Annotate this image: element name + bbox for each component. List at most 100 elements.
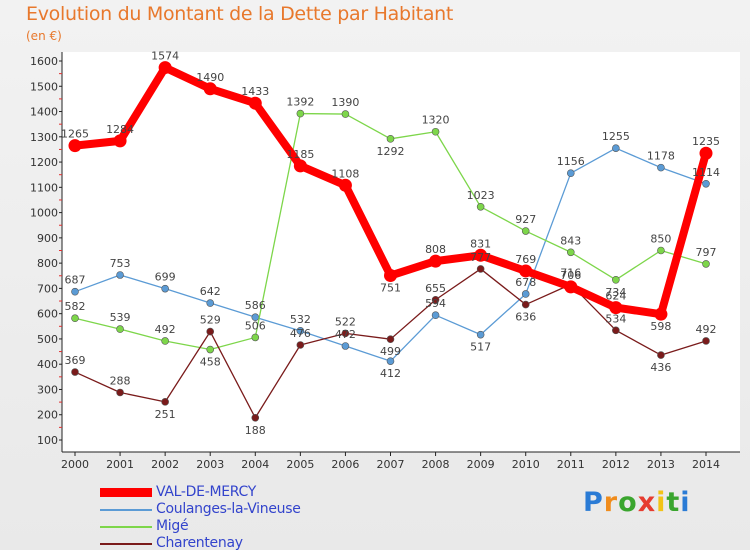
data-label: 777 <box>470 251 491 264</box>
data-point <box>296 341 305 349</box>
data-point <box>384 269 397 283</box>
data-label: 751 <box>380 282 401 295</box>
y-tick-label: 1100 <box>30 181 58 194</box>
legend-label-val-de-mercy: VAL-DE-MERCY <box>156 484 256 500</box>
data-point <box>476 330 485 339</box>
y-tick-label: 400 <box>37 358 58 371</box>
data-point <box>296 109 305 118</box>
data-label: 288 <box>110 374 131 387</box>
data-point <box>71 287 79 296</box>
data-point <box>566 169 575 177</box>
data-label: 1265 <box>61 128 89 141</box>
data-label: 1255 <box>602 130 630 143</box>
x-tick-label: 2009 <box>467 458 495 471</box>
y-tick-label: 800 <box>37 257 58 270</box>
data-point <box>474 248 488 262</box>
data-point <box>431 295 440 304</box>
data-point <box>657 163 665 172</box>
data-point <box>609 301 623 315</box>
data-label: 808 <box>425 243 446 256</box>
data-label: 699 <box>155 271 176 284</box>
proxiti-logo: Proxiti <box>583 487 691 518</box>
data-point <box>431 311 440 319</box>
y-tick-label: 300 <box>37 383 58 396</box>
y-tick-label: 1400 <box>30 106 58 119</box>
data-point <box>71 314 79 323</box>
data-label: 586 <box>245 299 266 312</box>
logo-letter: r <box>603 487 619 518</box>
data-label: 534 <box>605 312 626 325</box>
data-point <box>657 351 665 359</box>
data-point <box>429 254 443 268</box>
data-point <box>113 134 127 148</box>
data-label: 517 <box>470 341 491 354</box>
legend-label-charentenay: Charentenay <box>156 535 243 551</box>
data-point <box>702 337 710 345</box>
data-point <box>161 398 169 406</box>
x-tick-label: 2013 <box>647 458 675 471</box>
data-label: 678 <box>515 276 536 289</box>
data-label: 624 <box>605 290 626 303</box>
data-point <box>386 357 395 365</box>
data-point <box>431 127 440 136</box>
x-tick-label: 2000 <box>61 458 89 471</box>
data-label: 734 <box>605 286 626 299</box>
data-point <box>386 135 395 143</box>
data-point <box>341 329 350 338</box>
data-point <box>476 265 485 273</box>
data-label: 582 <box>65 300 86 313</box>
data-label: 539 <box>110 311 131 324</box>
data-label: 251 <box>155 408 176 421</box>
logo-letter: i <box>656 487 667 518</box>
data-point <box>702 179 710 188</box>
logo-letter: o <box>618 487 638 518</box>
data-point <box>519 264 533 278</box>
data-point <box>203 82 217 96</box>
data-point <box>476 202 485 211</box>
data-point <box>657 246 665 255</box>
data-label: 1574 <box>151 50 179 63</box>
data-label: 1023 <box>467 189 495 202</box>
data-point <box>338 178 352 192</box>
data-point <box>206 345 215 354</box>
data-point <box>251 413 260 422</box>
y-tick-label: 600 <box>37 308 58 321</box>
data-point <box>612 326 620 335</box>
data-point <box>68 139 82 153</box>
data-label: 687 <box>65 274 86 287</box>
data-point <box>161 337 169 345</box>
y-tick-label: 500 <box>37 333 58 346</box>
data-label: 797 <box>696 246 717 259</box>
x-tick-label: 2006 <box>331 458 359 471</box>
data-label: 594 <box>425 297 446 310</box>
data-label: 598 <box>650 320 671 333</box>
y-tick-label: 1200 <box>30 156 58 169</box>
data-label: 369 <box>65 354 86 367</box>
data-point <box>521 227 530 235</box>
x-tick-label: 2012 <box>602 458 630 471</box>
x-tick-label: 2004 <box>241 458 269 471</box>
x-tick-label: 2014 <box>692 458 720 471</box>
data-label: 1392 <box>286 96 314 109</box>
data-label: 188 <box>245 424 266 437</box>
x-tick-label: 2010 <box>512 458 540 471</box>
data-label: 506 <box>245 319 266 332</box>
data-point <box>251 333 260 342</box>
data-point <box>341 342 350 350</box>
y-tick-label: 1000 <box>30 207 58 220</box>
data-label: 1156 <box>557 155 585 168</box>
data-label: 655 <box>425 282 446 295</box>
data-label: 476 <box>290 327 311 340</box>
data-label: 1490 <box>196 71 224 84</box>
x-tick-label: 2007 <box>377 458 405 471</box>
chart-title: Evolution du Montant de la Dette par Hab… <box>26 3 454 25</box>
data-label: 636 <box>515 311 536 324</box>
data-label: 1178 <box>647 150 675 163</box>
data-label: 1114 <box>692 166 720 179</box>
data-label: 1235 <box>692 135 720 148</box>
data-label: 753 <box>110 257 131 270</box>
logo-letter: P <box>583 487 604 518</box>
y-tick-label: 1300 <box>30 131 58 144</box>
x-tick-label: 2002 <box>151 458 179 471</box>
logo-letter: x <box>637 487 657 518</box>
